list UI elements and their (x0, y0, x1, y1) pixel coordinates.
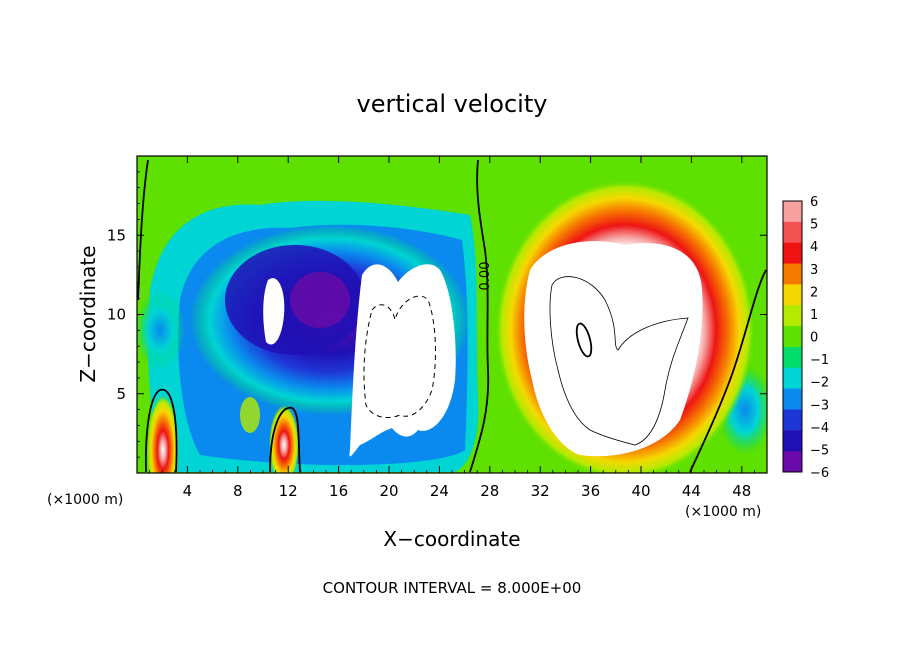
x-tick-label: 28 (480, 482, 499, 500)
y-tick-label: 10 (107, 306, 126, 324)
positive-contour-core (575, 322, 593, 358)
y-tick-label: 5 (116, 385, 126, 403)
x-tick-label: 12 (279, 482, 298, 500)
clipped-core-white (349, 264, 456, 457)
colorbar-label: 0 (810, 331, 818, 346)
colorbar-label: −5 (810, 443, 829, 458)
colorbar-label: −4 (810, 421, 829, 436)
x-tick-label: 48 (732, 482, 751, 500)
zero-contour-left (137, 159, 149, 301)
colorbar-label: 6 (810, 195, 818, 210)
colorbar-swatch (783, 263, 802, 285)
updraft-white-core (524, 241, 703, 457)
y-axis: 5 10 15 (107, 171, 767, 458)
colorbar-label: −1 (810, 353, 829, 368)
colorbar-label: 2 (810, 285, 818, 300)
x-tick-label: 36 (581, 482, 600, 500)
x-tick-label: 4 (183, 482, 193, 500)
contour-interval-note: CONTOUR INTERVAL = 8.000E+00 (323, 579, 582, 597)
left-cyan-patch (137, 290, 185, 370)
colorbar-swatch (783, 284, 802, 306)
x-tick-label: 44 (682, 482, 701, 500)
zero-contour-cell-middle (269, 407, 301, 473)
x-axis: 4 8 12 16 20 24 28 32 36 40 44 48 (149, 156, 755, 500)
colorbar-swatch (783, 367, 802, 390)
colorbar-label: 5 (810, 218, 818, 233)
x-axis-label: X−coordinate (383, 527, 520, 551)
cell-left (147, 395, 179, 473)
colorbar-swatch (783, 388, 802, 410)
colorbar-label: 4 (810, 240, 818, 255)
x-unit-right: (×1000 m) (685, 504, 761, 520)
cell-small (240, 397, 260, 433)
zero-contour-main (469, 159, 490, 473)
y-tick-label: 15 (107, 226, 126, 244)
x-tick-label: 8 (233, 482, 243, 500)
x-tick-label: 40 (631, 482, 650, 500)
colorbar-swatch (783, 451, 802, 473)
small-white-core (263, 278, 285, 345)
colorbar-swatch (783, 201, 802, 223)
zero-contour-cell-left (144, 388, 178, 473)
colorbar-swatch (783, 305, 802, 327)
x-tick-label: 20 (379, 482, 398, 500)
colorbar-swatch (783, 242, 802, 265)
contour-label: 0.00 (478, 262, 493, 291)
colorbar-label: −3 (810, 398, 829, 413)
colorbar-frame (782, 200, 803, 473)
velocity-field (137, 156, 767, 473)
x-tick-label: 32 (531, 482, 550, 500)
colorbar-swatch (783, 430, 802, 452)
chart-title: vertical velocity (357, 90, 548, 118)
colorbar-swatch (783, 326, 802, 348)
x-tick-label: 24 (430, 482, 449, 500)
x-tick-label: 16 (329, 482, 348, 500)
colorbar-label: 3 (810, 263, 818, 278)
colorbar-swatch (783, 221, 802, 244)
colorbar-label: 1 (810, 308, 818, 323)
colorbar-label: −6 (810, 466, 829, 481)
positive-contour (549, 276, 689, 446)
colorbar-swatch (783, 346, 802, 369)
colorbar-swatch (783, 409, 802, 431)
colorbar: 6 5 4 3 2 1 0 −1 −2 −3 −4 −5 −6 (782, 195, 829, 481)
colorbar-label: −2 (810, 376, 829, 391)
zero-contour-right (689, 269, 767, 473)
x-unit-left: (×1000 m) (47, 492, 123, 508)
y-axis-label: Z−coordinate (76, 245, 100, 382)
downdraft-peak (290, 272, 350, 328)
